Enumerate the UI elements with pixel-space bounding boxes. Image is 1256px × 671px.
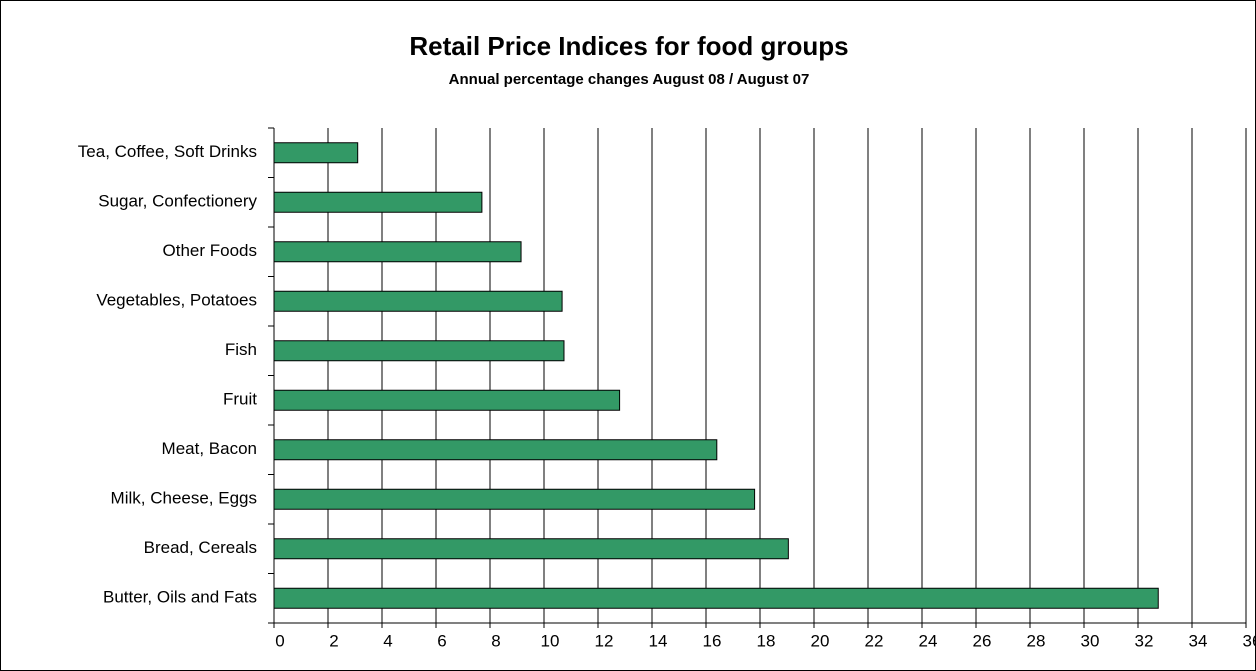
x-tick-label: 30 [1081, 631, 1100, 650]
chart-title: Retail Price Indices for food groups [409, 31, 848, 61]
bar [273, 439, 718, 461]
y-tick-label: Fruit [223, 390, 257, 409]
x-tick-label: 26 [973, 631, 992, 650]
bar [273, 389, 621, 411]
x-tick-label: 22 [865, 631, 884, 650]
bar [273, 538, 789, 560]
x-tick-label: 2 [329, 631, 338, 650]
x-tick-label: 16 [703, 631, 722, 650]
bar [273, 488, 756, 510]
bar [273, 191, 483, 213]
y-tick-label: Fish [225, 340, 257, 359]
bar [273, 142, 359, 164]
y-tick-label: Bread, Cereals [144, 538, 257, 557]
y-tick-label: Vegetables, Potatoes [96, 291, 257, 310]
y-tick-label: Tea, Coffee, Soft Drinks [78, 142, 257, 161]
x-tick-label: 12 [595, 631, 614, 650]
x-tick-label: 10 [541, 631, 560, 650]
x-tick-label: 36 [1243, 631, 1256, 650]
y-tick-label: Sugar, Confectionery [98, 192, 257, 211]
x-tick-label: 4 [383, 631, 392, 650]
bar [273, 340, 565, 362]
chart-subtitle: Annual percentage changes August 08 / Au… [449, 71, 810, 88]
x-tick-label: 24 [919, 631, 938, 650]
y-tick-label: Butter, Oils and Fats [103, 588, 257, 607]
x-tick-label: 6 [437, 631, 446, 650]
bar [273, 290, 563, 312]
x-tick-label: 28 [1027, 631, 1046, 650]
bar [273, 587, 1159, 609]
y-tick-label: Other Foods [163, 241, 258, 260]
y-tick-label: Milk, Cheese, Eggs [111, 489, 257, 508]
x-tick-label: 8 [491, 631, 500, 650]
bar [273, 241, 522, 263]
x-tick-label: 0 [275, 631, 284, 650]
x-tick-label: 14 [649, 631, 668, 650]
x-tick-label: 34 [1189, 631, 1208, 650]
y-tick-label: Meat, Bacon [162, 439, 257, 458]
x-tick-label: 18 [757, 631, 776, 650]
x-tick-label: 32 [1135, 631, 1154, 650]
x-tick-label: 20 [811, 631, 830, 650]
